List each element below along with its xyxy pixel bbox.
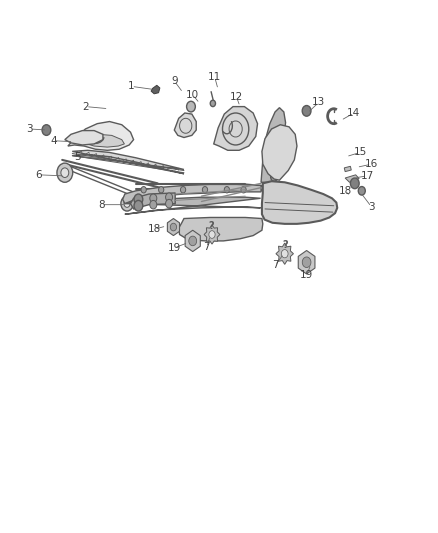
Text: 10: 10 [186, 90, 199, 100]
Text: 4: 4 [50, 136, 57, 146]
Polygon shape [151, 85, 160, 94]
Circle shape [170, 223, 177, 231]
Text: 18: 18 [148, 224, 161, 234]
Polygon shape [344, 166, 351, 172]
Text: 17: 17 [360, 171, 374, 181]
Circle shape [187, 101, 195, 112]
Text: 8: 8 [98, 200, 105, 209]
Text: 19: 19 [168, 243, 181, 253]
Text: 5: 5 [74, 152, 81, 161]
Circle shape [121, 196, 133, 211]
Polygon shape [77, 134, 124, 147]
Circle shape [180, 187, 186, 193]
Text: 7: 7 [203, 243, 210, 252]
Text: 2: 2 [82, 102, 89, 111]
Circle shape [159, 187, 164, 193]
Circle shape [57, 163, 73, 182]
Circle shape [166, 199, 173, 208]
Polygon shape [125, 197, 261, 214]
Polygon shape [298, 251, 315, 274]
Circle shape [150, 200, 157, 209]
Circle shape [350, 178, 359, 189]
Text: 15: 15 [353, 148, 367, 157]
Circle shape [241, 187, 246, 193]
Text: ?: ? [208, 221, 214, 231]
Circle shape [302, 257, 311, 268]
Polygon shape [174, 113, 196, 138]
Circle shape [281, 249, 288, 258]
Circle shape [134, 194, 143, 205]
Text: 16: 16 [365, 159, 378, 169]
Polygon shape [276, 243, 293, 264]
Circle shape [189, 236, 197, 246]
Text: 18: 18 [339, 186, 352, 196]
Text: ?: ? [282, 240, 287, 250]
Text: 12: 12 [230, 92, 243, 102]
Circle shape [61, 168, 69, 177]
Text: 19: 19 [300, 270, 313, 280]
Circle shape [224, 187, 230, 193]
Polygon shape [123, 184, 261, 204]
Polygon shape [214, 107, 258, 150]
Polygon shape [261, 108, 286, 182]
Polygon shape [185, 230, 200, 252]
Polygon shape [167, 219, 180, 236]
Polygon shape [65, 131, 103, 145]
Circle shape [271, 173, 278, 181]
Polygon shape [131, 193, 175, 209]
Circle shape [134, 200, 143, 211]
Circle shape [358, 187, 365, 195]
Text: 7: 7 [272, 261, 279, 270]
Text: 3: 3 [26, 124, 33, 134]
Circle shape [210, 100, 215, 107]
Text: 3: 3 [368, 202, 375, 212]
Circle shape [166, 193, 173, 201]
Circle shape [272, 134, 279, 143]
Polygon shape [72, 150, 184, 174]
Polygon shape [68, 122, 134, 150]
Polygon shape [262, 181, 337, 224]
Circle shape [124, 200, 130, 207]
Text: 13: 13 [312, 98, 325, 107]
Text: 9: 9 [171, 76, 178, 86]
Polygon shape [179, 217, 263, 241]
Circle shape [271, 155, 279, 165]
Polygon shape [223, 118, 236, 135]
Text: 11: 11 [208, 72, 221, 82]
Text: 1: 1 [128, 82, 135, 91]
Circle shape [42, 125, 51, 135]
Polygon shape [262, 125, 297, 180]
Circle shape [302, 106, 311, 116]
Polygon shape [204, 225, 220, 244]
Circle shape [202, 187, 208, 193]
Text: 6: 6 [35, 170, 42, 180]
Circle shape [141, 187, 146, 193]
Text: 14: 14 [347, 108, 360, 118]
Circle shape [209, 231, 215, 238]
Circle shape [150, 194, 157, 203]
Circle shape [269, 130, 283, 147]
Polygon shape [345, 175, 359, 182]
